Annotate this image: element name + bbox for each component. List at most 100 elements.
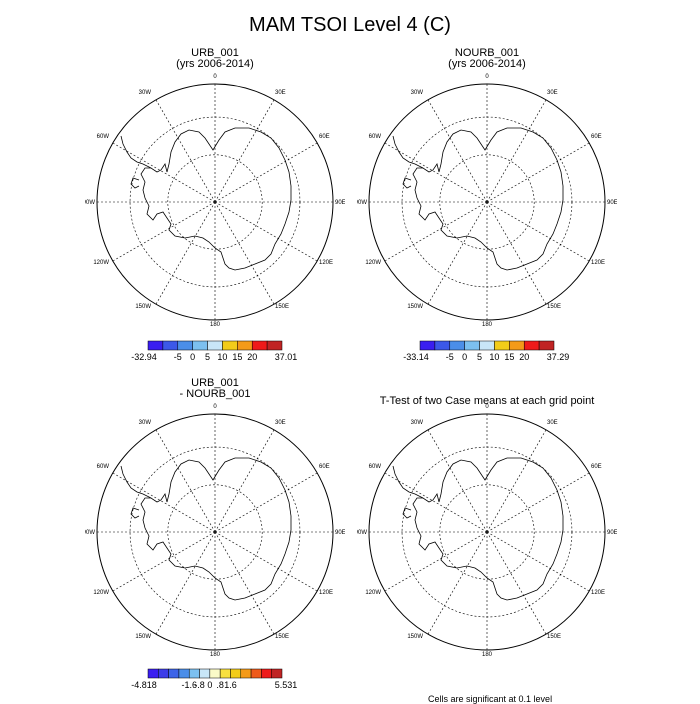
longitude-label: 60E — [591, 464, 602, 470]
colorbar-tick-label: 10 — [217, 352, 227, 362]
longitude-label: 30W — [139, 90, 152, 96]
colorbar-swatch — [261, 668, 272, 679]
map-boundary — [96, 83, 334, 321]
meridian-gridline — [384, 142, 488, 203]
longitude-label: 180 — [210, 322, 221, 328]
colorbar-swatch — [434, 340, 451, 351]
longitude-label: 90E — [607, 530, 617, 536]
panel-title-line1: URB_001 — [191, 47, 239, 59]
meridian-gridline — [427, 531, 488, 635]
colorbar-swatch — [207, 340, 223, 351]
colorbar-swatch — [168, 668, 180, 679]
longitude-label: 180 — [482, 322, 493, 328]
colorbar-swatch — [271, 668, 283, 679]
panel-title-urb: URB_001 (yrs 2006-2014) — [85, 48, 345, 70]
meridian-gridline — [214, 429, 275, 533]
meridian-gridline — [427, 429, 488, 533]
meridian-gridline — [112, 472, 216, 533]
colorbar-swatch — [209, 668, 221, 679]
colorbar-max-label: 5.531 — [275, 680, 298, 690]
meridian-gridline — [486, 201, 547, 305]
meridian-gridline — [214, 531, 318, 592]
colorbar-max-label: 37.01 — [275, 352, 298, 362]
longitude-label: 30E — [547, 420, 558, 426]
latitude-circle — [129, 116, 301, 288]
colorbar-swatch — [538, 340, 555, 351]
colorbar-tick-label: 5 — [205, 352, 210, 362]
colorbar-tick-label: 20 — [519, 352, 529, 362]
longitude-label: 150E — [275, 634, 289, 640]
colorbar-swatch — [464, 340, 480, 351]
panel-title-difference: URB_001 - NOURB_001 — [85, 378, 345, 400]
colorbar-swatch — [479, 340, 495, 351]
longitude-label: 120E — [591, 590, 605, 596]
meridian-gridline — [214, 201, 318, 262]
colorbar-tick-label: 20 — [247, 352, 257, 362]
colorbar-min-label: -4.818 — [131, 680, 157, 690]
longitude-label: 30W — [139, 420, 152, 426]
panel-title-line1: T-Test of two Case means at each grid po… — [379, 395, 595, 407]
colorbar-tick-label: -1.6 — [181, 680, 197, 690]
longitude-label: 120E — [319, 260, 333, 266]
colorbar-tick-label: -5 — [446, 352, 454, 362]
longitude-label: 150W — [135, 634, 151, 640]
longitude-label: 150W — [407, 634, 423, 640]
longitude-label: 150W — [135, 304, 151, 310]
longitude-label: 120W — [93, 590, 109, 596]
colorbar-swatch — [219, 668, 231, 679]
colorbar-swatch — [178, 668, 190, 679]
colorbar-tick-label: -.8 — [194, 680, 205, 690]
meridian-gridline — [112, 531, 216, 592]
meridian-gridline — [112, 201, 216, 262]
latitude-circle — [439, 154, 535, 250]
colorbar-difference: -4.818 5.531 -1.6-.8 0 .8 1.6 — [131, 668, 298, 690]
colorbar-swatch — [158, 668, 169, 679]
antarctica-coastline — [412, 127, 564, 271]
colorbar-tick-label: -5 — [174, 352, 182, 362]
longitude-label: 30E — [547, 90, 558, 96]
longitude-label: 60E — [319, 134, 330, 140]
meridian-gridline — [214, 531, 275, 635]
colorbar-urb: -32.94 37.01 -5 0 5 10 15 20 — [131, 340, 298, 362]
colorbar-swatch — [449, 340, 465, 351]
colorbar-tick-label: 0 — [190, 352, 195, 362]
longitude-label: 60W — [369, 134, 382, 140]
panel-title-ttest: T-Test of two Case means at each grid po… — [337, 396, 637, 407]
meridian-gridline — [486, 99, 547, 203]
colorbar-swatch — [192, 340, 208, 351]
longitude-label: 180 — [210, 652, 221, 658]
latitude-circle — [439, 484, 535, 580]
longitude-label: 60E — [319, 464, 330, 470]
longitude-label: 0 — [485, 74, 489, 80]
latitude-circle — [401, 446, 573, 618]
colorbar-tick-label: 0 — [462, 352, 467, 362]
longitude-label: 0 — [485, 404, 489, 410]
longitude-label: 150W — [407, 304, 423, 310]
longitude-label: 120W — [365, 590, 381, 596]
latitude-circle — [401, 116, 573, 288]
longitude-label: 120W — [93, 260, 109, 266]
longitude-label: 90E — [335, 530, 345, 536]
significance-note: Cells are significant at 0.1 level — [428, 694, 553, 704]
longitude-label: 90W — [357, 200, 367, 206]
colorbar-swatch — [251, 340, 268, 351]
meridian-gridline — [214, 142, 318, 203]
longitude-label: 120E — [319, 590, 333, 596]
colorbar-nourb: -33.14 37.29 -5 0 5 10 15 20 — [403, 340, 569, 362]
colorbar-swatch — [494, 340, 510, 351]
longitude-label: 90W — [85, 530, 95, 536]
meridian-gridline — [486, 142, 590, 203]
panel-title-line1: NOURB_001 — [454, 47, 520, 59]
meridian-gridline — [214, 472, 318, 533]
colorbar-tick-label: 15 — [232, 352, 242, 362]
antarctic-peninsula-coastline — [120, 135, 152, 189]
colorbar-tick-label: .8 — [216, 680, 224, 690]
longitude-label: 180 — [482, 652, 493, 658]
longitude-label: 150E — [275, 304, 289, 310]
meridian-gridline — [155, 201, 216, 305]
meridian-gridline — [112, 142, 216, 203]
meridian-gridline — [384, 201, 488, 262]
meridian-gridline — [486, 201, 590, 262]
panel-title-nourb: NOURB_001 (yrs 2006-2014) — [357, 48, 617, 70]
colorbar-swatch — [523, 340, 540, 351]
